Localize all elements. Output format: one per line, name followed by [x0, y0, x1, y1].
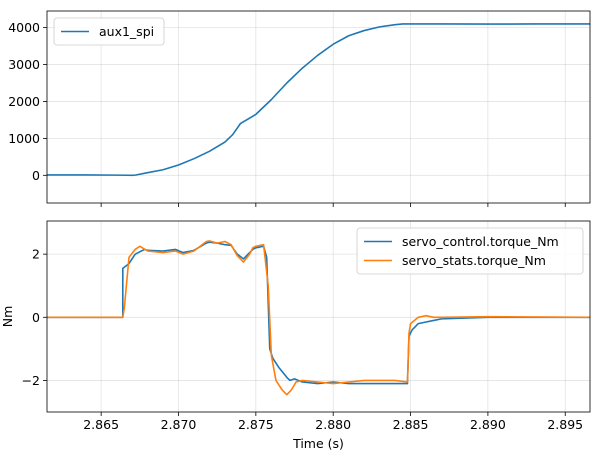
x-tick-label: 2.875 [238, 417, 274, 432]
x-tick-label: 2.880 [315, 417, 351, 432]
x-tick-label: 2.885 [393, 417, 429, 432]
top-legend-box [53, 17, 165, 46]
y-axis-label: Nm [0, 306, 15, 328]
bottom-lines [47, 240, 590, 396]
legend-label-servo-stats-torque: servo_stats.torque_Nm [402, 253, 546, 268]
x-axis-label: Time (s) [292, 436, 344, 451]
x-tick-label: 2.895 [547, 417, 583, 432]
bottom-y-ticks: −2 0 2 [22, 247, 47, 388]
legend-label-aux1-spi: aux1_spi [99, 24, 154, 39]
x-tick-label: 2.865 [83, 417, 119, 432]
top-y-ticks: 0 1000 2000 3000 4000 [8, 20, 47, 183]
y-tick-label: 1000 [8, 131, 40, 146]
y-tick-label: −2 [22, 373, 40, 388]
top-lines [47, 23, 590, 177]
top-legend: aux1_spi [53, 17, 165, 46]
y-tick-label: 3000 [8, 57, 40, 72]
top-x-ticks [100, 203, 566, 207]
y-tick-label: 2000 [8, 94, 40, 109]
bottom-legend: servo_control.torque_Nm servo_stats.torq… [356, 227, 584, 275]
series-line-aux1-spi [47, 23, 590, 177]
top-subplot: 0 1000 2000 3000 4000 aux1_spi [8, 10, 591, 207]
legend-label-servo-control-torque: servo_control.torque_Nm [402, 234, 559, 249]
x-tick-label: 2.870 [161, 417, 197, 432]
bottom-subplot: 2.865 2.870 2.875 2.880 2.885 2.890 2.895 −2 0 2… [0, 220, 591, 451]
y-tick-label: 0 [32, 168, 40, 183]
bottom-legend-box [356, 227, 584, 275]
bottom-x-ticks: 2.865 2.870 2.875 2.880 2.885 2.890 2.895 [83, 412, 583, 432]
series-line-servo-stats-torque-nm [47, 240, 590, 396]
bottom-axes-frame [46, 220, 591, 413]
y-tick-label: 2 [32, 247, 40, 262]
y-tick-label: 4000 [8, 20, 40, 35]
x-tick-label: 2.890 [470, 417, 506, 432]
y-tick-label: 0 [32, 310, 40, 325]
top-axes-frame [46, 10, 591, 204]
